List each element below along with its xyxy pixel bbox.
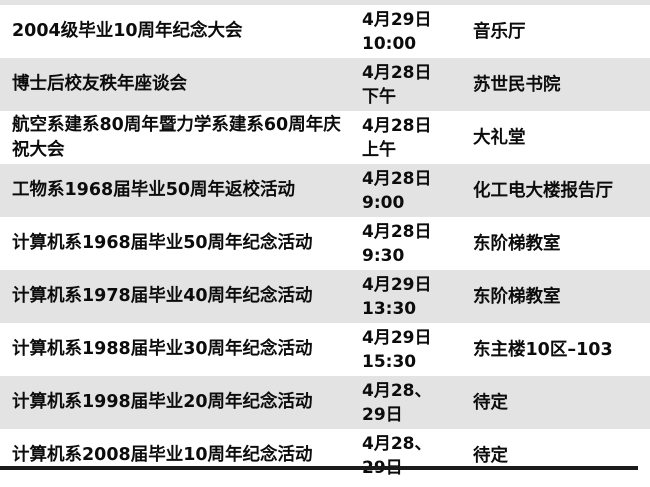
venue-cell: 东主楼10区–103 [473,339,613,360]
date-text: 4月28日 [362,62,432,83]
event-name-cell: 计算机系2008届毕业10周年纪念活动 [12,445,313,465]
datetime-cell: 4月29日 15:30 [352,323,460,376]
date-text: 4月29日 [362,9,432,30]
time-text: 9:00 [362,192,405,213]
table-row[interactable]: 博士后校友秩年座谈会 4月28日 下午 苏世民书院 [0,58,650,111]
event-name-cell: 博士后校友秩年座谈会 [12,74,187,94]
date-text: 4月28日 [362,115,432,136]
table-row[interactable]: 计算机系1968届毕业50周年纪念活动 4月28日 9:30 东阶梯教室 [0,217,650,270]
venue-cell: 待定 [473,445,508,466]
table-row[interactable]: 工物系1968届毕业50周年返校活动 4月28日 9:00 化工电大楼报告厅 [0,164,650,217]
datetime-cell: 4月28、 29日 [352,429,460,482]
date-text: 4月28、 [362,380,432,401]
date-text: 4月29日 [362,327,432,348]
venue-cell: 东阶梯教室 [473,233,561,254]
table-row[interactable]: 航空系建系80周年暨力学系建系60周年庆祝大会 4月28日 上午 大礼堂 [0,111,650,164]
table-bottom-rule [0,466,638,470]
event-name-cell: 计算机系1968届毕业50周年纪念活动 [12,233,313,253]
datetime-cell: 4月29日 13:30 [352,270,460,323]
datetime-cell: 4月28日 下午 [352,58,460,111]
event-name-cell: 计算机系1988届毕业30周年纪念活动 [12,339,313,359]
time-text: 上午 [362,139,396,160]
venue-cell: 化工电大楼报告厅 [473,180,613,201]
venue-cell: 待定 [473,392,508,413]
table-row[interactable]: 2004级毕业10周年纪念大会 4月29日 10:00 音乐厅 [0,5,650,58]
venue-cell: 音乐厅 [473,21,526,42]
table-body: 2004级毕业10周年纪念大会 4月29日 10:00 音乐厅 博士后校友秩年座… [0,5,650,482]
venue-cell: 大礼堂 [473,127,526,148]
table-row[interactable]: 计算机系1988届毕业30周年纪念活动 4月29日 15:30 东主楼10区–1… [0,323,650,376]
datetime-cell: 4月28日 9:00 [352,164,460,217]
event-name-cell: 计算机系1998届毕业20周年纪念活动 [12,392,313,412]
table-row[interactable]: 计算机系2008届毕业10周年纪念活动 4月28、 29日 待定 [0,429,650,482]
datetime-cell: 4月28日 上午 [352,111,460,164]
datetime-cell: 4月28、 29日 [352,376,460,429]
event-name-cell: 工物系1968届毕业50周年返校活动 [12,180,296,200]
event-name-cell: 2004级毕业10周年纪念大会 [12,21,243,41]
date-text: 4月28、 [362,433,432,454]
time-text: 9:30 [362,245,405,266]
time-text: 13:30 [362,298,417,319]
table-row[interactable]: 计算机系1998届毕业20周年纪念活动 4月28、 29日 待定 [0,376,650,429]
date-text: 4月28日 [362,221,432,242]
event-name-cell: 计算机系1978届毕业40周年纪念活动 [12,286,313,306]
venue-cell: 苏世民书院 [473,74,561,95]
table-row[interactable]: 计算机系1978届毕业40周年纪念活动 4月29日 13:30 东阶梯教室 [0,270,650,323]
time-text: 15:30 [362,351,417,372]
datetime-cell: 4月28日 9:30 [352,217,460,270]
top-clipped-row-band [0,0,650,5]
datetime-cell: 4月29日 10:00 [352,5,460,58]
venue-cell: 东阶梯教室 [473,286,561,307]
date-text: 4月28日 [362,168,432,189]
time-text: 10:00 [362,33,417,54]
event-name-cell: 航空系建系80周年暨力学系建系60周年庆祝大会 [12,114,341,160]
time-text: 29日 [362,404,403,425]
date-text: 4月29日 [362,274,432,295]
time-text: 下午 [362,86,396,107]
